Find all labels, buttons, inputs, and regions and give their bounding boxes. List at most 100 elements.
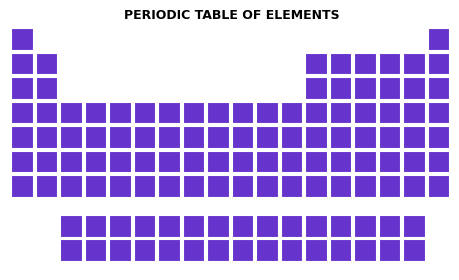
Bar xyxy=(305,215,327,237)
Bar xyxy=(36,126,57,148)
Bar xyxy=(207,239,229,261)
Bar xyxy=(428,175,449,197)
Bar xyxy=(232,175,253,197)
Bar xyxy=(11,126,33,148)
Bar xyxy=(428,53,449,74)
Bar xyxy=(60,151,82,172)
Bar xyxy=(207,151,229,172)
Bar xyxy=(36,77,57,99)
Bar xyxy=(11,102,33,123)
Bar xyxy=(207,102,229,123)
Bar xyxy=(305,102,327,123)
Bar xyxy=(36,102,57,123)
Bar xyxy=(354,126,376,148)
Bar xyxy=(354,151,376,172)
Bar xyxy=(183,126,204,148)
Bar xyxy=(183,239,204,261)
Bar xyxy=(11,28,33,50)
Bar xyxy=(134,239,155,261)
Bar xyxy=(354,215,376,237)
Bar xyxy=(354,239,376,261)
Bar xyxy=(207,126,229,148)
Bar xyxy=(379,77,400,99)
Bar xyxy=(354,102,376,123)
Bar xyxy=(109,239,131,261)
Bar xyxy=(354,175,376,197)
Bar xyxy=(330,77,352,99)
Bar xyxy=(403,175,425,197)
Bar xyxy=(11,53,33,74)
Bar xyxy=(84,215,106,237)
Bar xyxy=(428,151,449,172)
Bar xyxy=(109,215,131,237)
Bar xyxy=(379,215,400,237)
Bar xyxy=(428,102,449,123)
Bar xyxy=(256,215,278,237)
Bar xyxy=(305,151,327,172)
Bar xyxy=(11,151,33,172)
Bar xyxy=(158,126,180,148)
Bar xyxy=(330,102,352,123)
Bar xyxy=(305,53,327,74)
Bar xyxy=(183,151,204,172)
Bar xyxy=(330,239,352,261)
Bar xyxy=(330,53,352,74)
Bar xyxy=(36,151,57,172)
Bar xyxy=(84,151,106,172)
Bar xyxy=(60,102,82,123)
Bar xyxy=(330,126,352,148)
Bar xyxy=(256,126,278,148)
Bar xyxy=(256,151,278,172)
Bar xyxy=(134,215,155,237)
Bar xyxy=(84,175,106,197)
Bar xyxy=(428,77,449,99)
Bar xyxy=(354,53,376,74)
Bar xyxy=(403,102,425,123)
Bar xyxy=(232,151,253,172)
Bar xyxy=(379,175,400,197)
Bar xyxy=(305,239,327,261)
Bar xyxy=(232,102,253,123)
Bar xyxy=(134,126,155,148)
Bar xyxy=(379,126,400,148)
Bar xyxy=(379,102,400,123)
Bar xyxy=(60,239,82,261)
Bar xyxy=(109,102,131,123)
Bar xyxy=(281,215,302,237)
Bar xyxy=(109,126,131,148)
Bar xyxy=(330,151,352,172)
Bar xyxy=(11,77,33,99)
Bar xyxy=(109,175,131,197)
Bar xyxy=(158,215,180,237)
Bar xyxy=(403,126,425,148)
Bar xyxy=(60,215,82,237)
Bar xyxy=(379,239,400,261)
Bar xyxy=(379,151,400,172)
Bar xyxy=(281,102,302,123)
Bar xyxy=(158,239,180,261)
Bar xyxy=(403,215,425,237)
Bar xyxy=(158,175,180,197)
Bar xyxy=(256,102,278,123)
Bar xyxy=(354,77,376,99)
Bar xyxy=(84,102,106,123)
Bar xyxy=(84,239,106,261)
Text: PERIODIC TABLE OF ELEMENTS: PERIODIC TABLE OF ELEMENTS xyxy=(124,9,340,22)
Bar xyxy=(403,151,425,172)
Bar xyxy=(134,151,155,172)
Bar xyxy=(11,175,33,197)
Bar xyxy=(207,215,229,237)
Bar xyxy=(428,126,449,148)
Bar xyxy=(158,151,180,172)
Bar xyxy=(403,53,425,74)
Bar xyxy=(134,175,155,197)
Bar xyxy=(232,239,253,261)
Bar xyxy=(428,28,449,50)
Bar xyxy=(84,126,106,148)
Bar xyxy=(379,53,400,74)
Bar xyxy=(158,102,180,123)
Bar xyxy=(109,151,131,172)
Bar xyxy=(281,126,302,148)
Bar xyxy=(232,215,253,237)
Bar xyxy=(232,126,253,148)
